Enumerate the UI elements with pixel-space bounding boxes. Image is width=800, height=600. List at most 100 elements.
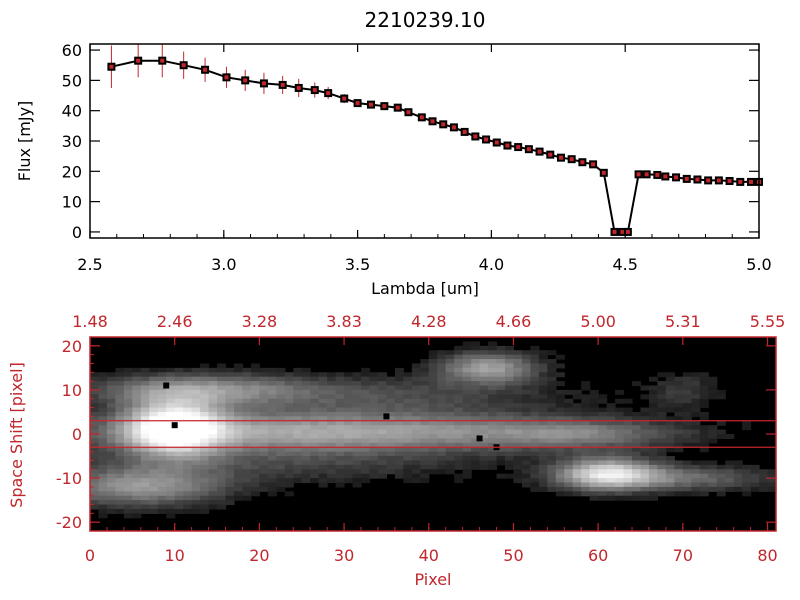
image-pixel <box>403 407 413 413</box>
image-pixel <box>403 469 413 475</box>
image-pixel <box>200 451 210 457</box>
image-pixel <box>496 398 506 404</box>
image-pixel <box>344 411 354 417</box>
image-pixel <box>725 486 735 492</box>
image-pixel <box>276 473 286 479</box>
image-pixel <box>428 398 438 404</box>
image-pixel <box>674 389 684 395</box>
image-pixel <box>488 425 498 431</box>
image-pixel <box>115 403 125 409</box>
image-pixel <box>581 385 591 391</box>
image-pixel <box>369 434 379 440</box>
image-pixel <box>606 438 616 444</box>
image-pixel <box>284 464 294 470</box>
image-pixel <box>632 381 642 387</box>
image-pixel <box>233 407 244 413</box>
image-pixel <box>606 407 616 413</box>
image-pixel <box>233 482 244 488</box>
image-pixel <box>335 429 345 435</box>
image-pixel <box>581 403 591 409</box>
image-pixel <box>538 350 548 356</box>
image-pixel <box>420 451 430 457</box>
image-pixel <box>428 376 438 382</box>
top-x-tick-label: 3.0 <box>211 255 236 274</box>
image-pixel <box>665 442 675 448</box>
image-pixel <box>174 504 184 510</box>
image-pixel <box>318 473 328 479</box>
image-pixel <box>98 438 108 444</box>
image-pixel <box>547 407 557 413</box>
image-pixel <box>225 495 235 501</box>
image-pixel <box>157 394 167 400</box>
image-pixel <box>581 394 591 400</box>
flux-point-center <box>342 96 347 101</box>
image-pixel <box>733 482 743 488</box>
image-pixel <box>403 478 413 484</box>
bad-pixel <box>383 413 390 420</box>
image-pixel <box>149 478 159 484</box>
image-pixel <box>598 473 608 479</box>
image-pixel <box>504 473 515 479</box>
image-pixel <box>361 403 371 409</box>
image-pixel <box>504 363 515 369</box>
image-pixel <box>504 411 515 417</box>
image-pixel <box>267 491 277 497</box>
top-y-tick-label: 40 <box>62 102 82 121</box>
image-pixel <box>183 398 193 404</box>
image-pixel <box>411 442 421 448</box>
image-pixel <box>293 429 303 435</box>
image-pixel <box>361 367 371 373</box>
image-pixel <box>691 491 701 497</box>
image-pixel <box>132 482 142 488</box>
image-pixel <box>454 389 464 395</box>
image-pixel <box>225 403 235 409</box>
image-pixel <box>377 411 388 417</box>
image-pixel <box>403 434 413 440</box>
image-pixel <box>344 416 354 422</box>
image-pixel <box>149 495 159 501</box>
image-pixel <box>454 350 464 356</box>
image-pixel <box>538 447 548 453</box>
image-pixel <box>250 491 260 497</box>
image-pixel <box>657 464 667 470</box>
image-pixel <box>504 407 515 413</box>
image-pixel <box>377 447 388 453</box>
image-pixel <box>699 438 709 444</box>
image-pixel <box>344 442 354 448</box>
image-pixel <box>301 464 311 470</box>
image-pixel <box>149 464 159 470</box>
image-pixel <box>394 381 404 387</box>
image-pixel <box>293 469 303 475</box>
image-pixel <box>462 447 472 453</box>
image-pixel <box>471 429 481 435</box>
image-pixel <box>479 429 489 435</box>
image-pixel <box>530 385 540 391</box>
image-pixel <box>504 416 515 422</box>
image-pixel <box>267 385 277 391</box>
image-pixel <box>90 491 100 497</box>
image-pixel <box>572 460 582 466</box>
image-pixel <box>657 482 667 488</box>
image-pixel <box>530 451 540 457</box>
image-pixel <box>200 473 210 479</box>
image-pixel <box>564 486 574 492</box>
image-pixel <box>589 469 599 475</box>
image-pixel <box>555 411 565 417</box>
image-pixel <box>462 354 472 360</box>
image-pixel <box>106 398 117 404</box>
image-pixel <box>513 416 523 422</box>
image-pixel <box>496 367 506 373</box>
image-pixel <box>140 389 150 395</box>
image-pixel <box>411 464 421 470</box>
image-pixel <box>123 385 133 391</box>
image-pixel <box>140 407 150 413</box>
image-pixel <box>301 469 311 475</box>
image-pixel <box>217 429 227 435</box>
bottom-x-tick-label: 80 <box>757 546 777 565</box>
image-pixel <box>648 394 659 400</box>
image-pixel <box>555 394 565 400</box>
image-pixel <box>132 385 142 391</box>
image-pixel <box>267 367 277 373</box>
image-pixel <box>90 504 100 510</box>
